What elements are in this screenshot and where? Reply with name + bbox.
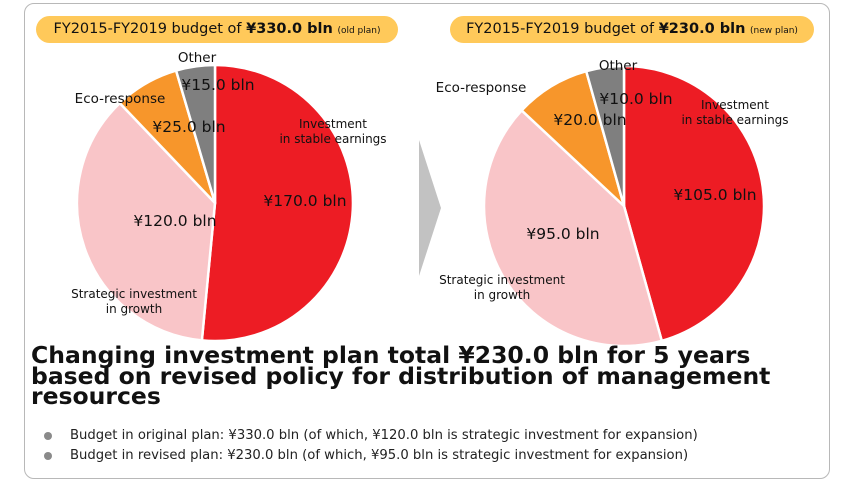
new-name-label-strategic-investment-in-growth: Strategic investment in growth bbox=[439, 273, 565, 302]
old-name-label-other: Other bbox=[178, 50, 217, 66]
headline: Changing investment plan total ¥230.0 bl… bbox=[31, 341, 771, 410]
old-name-label-investment-in-stable-earnings: Investment in stable earnings bbox=[279, 117, 386, 146]
content-frame bbox=[24, 3, 830, 479]
note-revised-plan: Budget in revised plan: ¥230.0 bln (of w… bbox=[44, 446, 698, 466]
new-plan-title-prefix: FY2015-FY2019 budget of bbox=[466, 21, 659, 37]
new-plan-tag: (new plan) bbox=[750, 26, 798, 36]
new-name-label-other: Other bbox=[599, 58, 638, 74]
old-name-label-strategic-investment-in-growth: Strategic investment in growth bbox=[71, 287, 197, 316]
old-plan-title-prefix: FY2015-FY2019 budget of bbox=[53, 21, 247, 37]
old-plan-tag: (old plan) bbox=[337, 26, 381, 36]
old-value-label-strategic-investment-in-growth: ¥120.0 bln bbox=[133, 212, 216, 230]
old-slice-strategic-investment-in-growth bbox=[75, 101, 217, 342]
new-slice-other bbox=[584, 64, 626, 208]
new-value-label-strategic-investment-in-growth: ¥95.0 bln bbox=[526, 225, 599, 243]
old-plan-total: ¥330.0 bln bbox=[246, 21, 333, 37]
transition-arrow-icon bbox=[419, 140, 441, 276]
new-name-label-investment-in-stable-earnings: Investment in stable earnings bbox=[681, 98, 788, 127]
old-value-label-investment-in-stable-earnings: ¥170.0 bln bbox=[263, 192, 346, 210]
new-slice-investment-in-stable-earnings bbox=[622, 64, 766, 343]
new-name-label-eco-response: Eco-response bbox=[436, 80, 527, 96]
new-value-label-investment-in-stable-earnings: ¥105.0 bln bbox=[673, 186, 756, 204]
new-plan-pie: ¥105.0 bln Investment in stable earnings ¥9… bbox=[436, 58, 789, 348]
old-plan-budget-label: FY2015-FY2019 budget of ¥330.0 bln (old … bbox=[36, 16, 398, 43]
old-name-label-eco-response: Eco-response bbox=[75, 91, 166, 107]
new-slice-strategic-investment-in-growth bbox=[482, 109, 664, 348]
note-original-plan: Budget in original plan: ¥330.0 bln (of … bbox=[44, 426, 698, 446]
old-slice-investment-in-stable-earnings bbox=[200, 63, 355, 343]
old-value-label-eco-response: ¥25.0 bln bbox=[152, 118, 225, 136]
budget-notes: Budget in original plan: ¥330.0 bln (of … bbox=[44, 426, 698, 466]
new-value-label-other: ¥10.0 bln bbox=[599, 90, 672, 108]
old-slice-other bbox=[174, 63, 217, 205]
new-value-label-eco-response: ¥20.0 bln bbox=[553, 111, 626, 129]
old-value-label-other: ¥15.0 bln bbox=[181, 76, 254, 94]
old-plan-pie: ¥170.0 bln Investment in stable earnings ¥1… bbox=[71, 50, 387, 343]
new-plan-total: ¥230.0 bln bbox=[658, 21, 746, 37]
new-plan-budget-label: FY2015-FY2019 budget of ¥230.0 bln (new … bbox=[450, 16, 814, 43]
